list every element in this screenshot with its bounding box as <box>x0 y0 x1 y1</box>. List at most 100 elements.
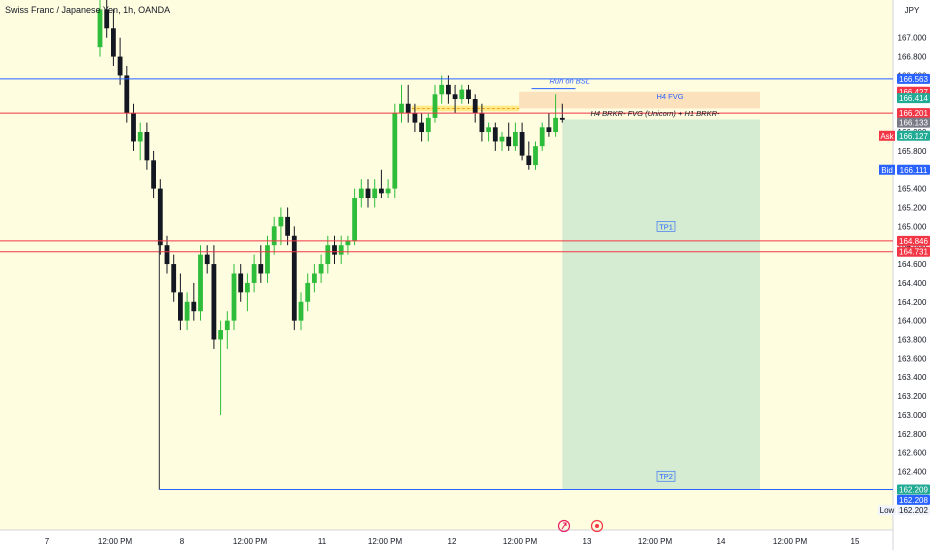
candle <box>285 207 290 246</box>
candle-body <box>111 28 116 57</box>
candle-body <box>419 122 424 133</box>
y-tick-label: 163.000 <box>898 411 927 420</box>
candle-body <box>546 127 552 133</box>
candle <box>519 122 525 161</box>
candle-body <box>392 113 398 189</box>
candle-body <box>539 127 545 147</box>
candle-body <box>425 117 431 133</box>
bid-label: Bid <box>881 166 893 175</box>
candle <box>486 122 491 142</box>
y-tick-label: 163.600 <box>898 354 927 363</box>
ask-label: Ask <box>880 132 894 141</box>
x-tick-label: 12:00 PM <box>98 537 133 546</box>
candle <box>151 150 156 199</box>
candle-body <box>265 245 270 274</box>
currency-label: JPY <box>905 6 920 15</box>
bid-chip <box>879 164 895 175</box>
candle-body <box>379 188 384 194</box>
candle-body <box>137 132 143 142</box>
x-tick-label: 12:00 PM <box>503 537 538 546</box>
ask-chip <box>879 130 895 141</box>
x-tick-label: 14 <box>717 537 726 546</box>
candle <box>97 0 103 57</box>
candle-body <box>338 245 344 255</box>
price-tag-label: 162.208 <box>899 496 928 505</box>
price-tag <box>897 494 930 505</box>
candle-body <box>432 94 438 118</box>
candle-body <box>492 127 498 142</box>
candle-body <box>238 273 244 293</box>
candle-body <box>305 282 311 302</box>
candle <box>553 94 558 137</box>
y-tick-label: 163.800 <box>898 336 927 345</box>
fvg-line-label: H4 BRKR- FVG (Unicorn) + H1 BRKR- <box>591 109 720 118</box>
x-tick-label: 13 <box>583 537 592 546</box>
candle-body <box>204 254 210 265</box>
candle <box>352 188 357 246</box>
candle <box>104 0 110 38</box>
candle <box>278 207 284 246</box>
low-value-chip <box>897 505 930 516</box>
candle <box>318 254 324 283</box>
price-tag <box>897 246 930 257</box>
y-tick-label: 167.000 <box>898 34 927 43</box>
candle <box>546 113 552 137</box>
candle-body <box>131 113 136 142</box>
candle-body <box>499 136 505 142</box>
candle-body <box>446 84 451 95</box>
candle-body <box>171 264 177 293</box>
price-tag-label: 166.427 <box>899 88 928 97</box>
candle-body <box>318 264 324 274</box>
x-tick-label: 11 <box>318 537 327 546</box>
fvg-label: H4 FVG <box>656 92 683 101</box>
tp2-label: TP2 <box>659 472 673 481</box>
candle-body <box>285 216 290 236</box>
candle <box>358 179 364 208</box>
x-tick-label: 12:00 PM <box>368 537 403 546</box>
tp1-box <box>656 221 676 232</box>
candle-body <box>372 188 378 199</box>
candle-body <box>312 273 317 283</box>
tp2-box <box>656 470 676 482</box>
candle-body <box>298 301 304 321</box>
target-icon[interactable] <box>590 519 604 533</box>
candle <box>305 273 311 312</box>
candle <box>412 103 418 133</box>
y-tick-label: 162.600 <box>898 449 927 458</box>
y-tick-label: 164.000 <box>898 317 927 326</box>
candle <box>479 103 485 142</box>
candle <box>385 179 391 199</box>
zones-layer <box>411 91 760 490</box>
candle <box>204 245 210 274</box>
price-tag <box>897 164 930 175</box>
candle-body <box>97 9 103 48</box>
candle <box>198 245 203 321</box>
x-tick-label: 7 <box>45 537 50 546</box>
candle-body <box>278 216 284 227</box>
candle-body <box>151 160 156 189</box>
candle-body <box>157 188 163 246</box>
x-tick-label: 12:00 PM <box>638 537 673 546</box>
candle-body <box>271 226 277 246</box>
replay-icon[interactable] <box>557 519 571 533</box>
y-tick-label: 162.400 <box>898 468 927 477</box>
candle <box>452 84 458 114</box>
price-tag <box>897 484 930 495</box>
x-tick-label: 12:00 PM <box>233 537 268 546</box>
price-tag <box>897 73 930 84</box>
candle-body <box>358 188 364 199</box>
candle <box>265 235 270 283</box>
y-tick-label: 163.200 <box>898 392 927 401</box>
candle-body <box>332 245 337 255</box>
candle <box>137 122 143 161</box>
candle-body <box>452 94 458 100</box>
candle <box>472 94 478 123</box>
candle-body <box>526 155 532 166</box>
candle <box>211 245 217 349</box>
price-tag-label: 166.133 <box>899 119 928 128</box>
candle-body <box>559 117 565 120</box>
candle <box>238 264 244 302</box>
run-bsl-label: Run on BSL <box>550 77 590 86</box>
